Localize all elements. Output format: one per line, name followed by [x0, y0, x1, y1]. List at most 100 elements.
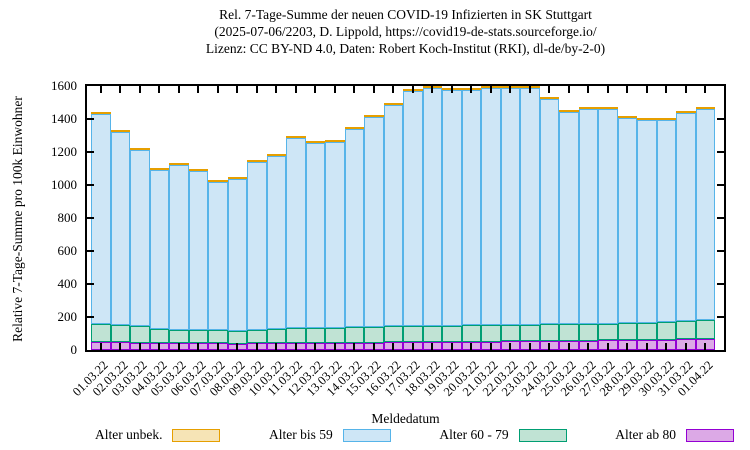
bar-segment: [325, 139, 345, 142]
bar-segment: [598, 107, 618, 110]
bar-segment: [325, 327, 345, 344]
x-tick-mark: [216, 86, 219, 93]
y-tick-mark: [717, 118, 724, 120]
bar-26.03.22: [578, 86, 598, 350]
legend-label: Alter bis 59: [269, 427, 333, 442]
bar-13.03.22: [325, 86, 345, 350]
bar-segment: [383, 326, 403, 343]
x-tick-mark: [704, 86, 707, 93]
bar-segment: [617, 323, 637, 341]
bar-segment: [656, 120, 676, 322]
bar-03.03.22: [130, 86, 150, 350]
bar-28.03.22: [617, 86, 637, 350]
bar-segment: [442, 90, 462, 326]
x-tick-mark: [392, 343, 395, 350]
bar-segment: [559, 111, 579, 325]
x-tick-mark: [509, 86, 512, 93]
bar-segment: [578, 323, 598, 341]
x-tick-mark: [431, 343, 434, 350]
x-tick-mark: [333, 86, 336, 93]
bar-06.03.22: [188, 86, 208, 350]
bar-segment: [461, 89, 481, 326]
bar-24.03.22: [539, 86, 559, 350]
bar-segment: [130, 149, 150, 327]
bar-segment: [110, 131, 130, 326]
y-tick-mark: [87, 118, 94, 120]
x-tick-mark: [528, 86, 531, 93]
y-tick-label: 400: [57, 276, 78, 291]
bar-04.03.22: [149, 86, 169, 350]
bar-segment: [266, 156, 286, 329]
bar-segment: [676, 321, 696, 340]
x-tick-mark: [509, 343, 512, 350]
chart-title-line3: Lizenz: CC BY-ND 4.0, Daten: Robert Koch…: [205, 41, 606, 56]
legend-label: Alter unbek.: [95, 427, 163, 442]
x-tick-mark: [216, 343, 219, 350]
y-tick-mark: [87, 151, 94, 153]
bar-01.04.22: [695, 86, 715, 350]
legend-label: Alter 60 - 79: [439, 427, 509, 442]
bar-segment: [637, 120, 657, 323]
bar-segment: [247, 162, 267, 330]
bar-segment: [403, 91, 423, 326]
y-tick-mark: [717, 250, 724, 252]
x-tick-mark: [626, 343, 629, 350]
x-tick-mark: [665, 343, 668, 350]
bar-segment: [539, 324, 559, 342]
bar-09.03.22: [247, 86, 267, 350]
legend-swatch: [172, 428, 221, 442]
chart-title-line2: (2025-07-06/2203, D. Lippold, https://co…: [214, 24, 597, 39]
bar-segment: [149, 167, 169, 170]
y-tick-label: 600: [57, 243, 78, 258]
bar-segment: [266, 154, 286, 157]
bar-segment: [130, 147, 150, 150]
bar-segment: [383, 102, 403, 105]
x-tick-mark: [353, 86, 356, 93]
x-tick-mark: [236, 343, 239, 350]
bar-segment: [520, 324, 540, 342]
bar-segment: [91, 111, 111, 114]
x-tick-mark: [645, 343, 648, 350]
bar-segment: [247, 160, 267, 163]
x-tick-mark: [684, 86, 687, 93]
bar-05.03.22: [169, 86, 189, 350]
bar-segment: [188, 170, 208, 330]
x-tick-mark: [470, 86, 473, 93]
bar-segment: [617, 117, 637, 324]
x-tick-mark: [684, 343, 687, 350]
x-tick-mark: [645, 86, 648, 93]
bar-segment: [656, 321, 676, 340]
bar-segment: [695, 107, 715, 110]
bar-12.03.22: [305, 86, 325, 350]
x-tick-mark: [177, 343, 180, 350]
bar-segment: [578, 106, 598, 109]
bar-segment: [598, 323, 618, 341]
x-tick-mark: [294, 86, 297, 93]
x-tick-mark: [138, 86, 141, 93]
bar-segment: [227, 330, 247, 344]
bar-segment: [325, 141, 345, 328]
bar-segment: [559, 109, 579, 112]
x-tick-mark: [314, 86, 317, 93]
bar-segment: [442, 325, 462, 343]
x-tick-mark: [275, 343, 278, 350]
bar-02.03.22: [110, 86, 130, 350]
bar-segment: [364, 326, 384, 343]
bar-segment: [169, 329, 189, 344]
y-tick-mark: [717, 184, 724, 186]
x-tick-mark: [548, 343, 551, 350]
bar-15.03.22: [364, 86, 384, 350]
x-tick-mark: [567, 86, 570, 93]
bar-segment: [422, 325, 442, 343]
x-tick-mark: [470, 343, 473, 350]
x-axis-label: Meldedatum: [371, 411, 440, 426]
legend-entry: Alter ab 80: [615, 427, 734, 443]
legend-swatch: [518, 428, 567, 442]
y-tick-label: 1400: [51, 111, 77, 126]
bar-segment: [286, 138, 306, 328]
bar-23.03.22: [520, 86, 540, 350]
bar-segment: [695, 109, 715, 321]
x-tick-mark: [255, 86, 258, 93]
legend: Alter unbek. Alter bis 59 Alter 60 - 79 Alt…: [95, 427, 734, 443]
x-tick-mark: [587, 343, 590, 350]
